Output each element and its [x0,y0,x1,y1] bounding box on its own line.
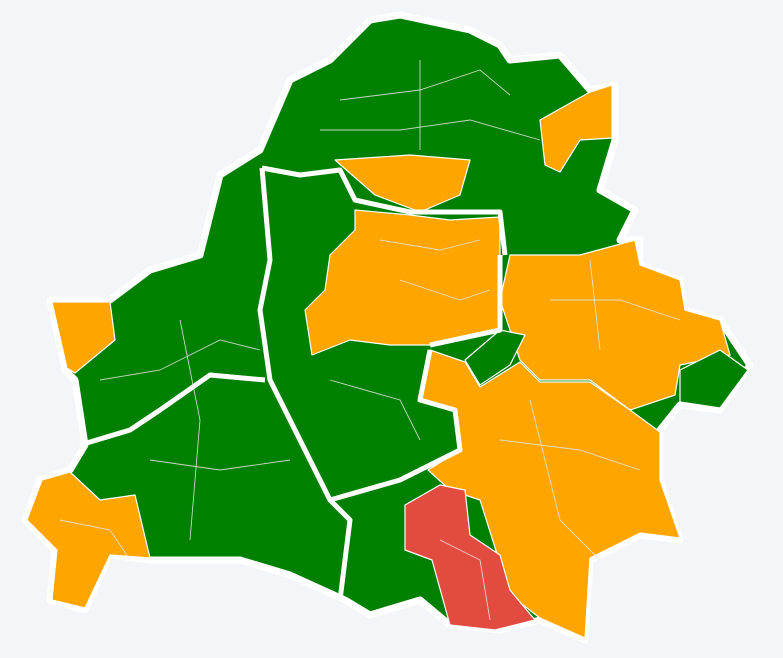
oblast-border [329,349,463,503]
region-green-mogilev-east[interactable] [679,349,749,409]
oblast-border [257,167,353,601]
region-orange-vitebsk-south[interactable] [334,154,471,213]
region-green-center-small[interactable] [464,329,526,386]
region-orange-minsk-east[interactable] [304,209,501,356]
district-lines [59,60,681,621]
oblast-border [261,165,508,256]
oblast-border [79,372,266,448]
oblast-border [429,255,503,348]
region-red-gomel-south[interactable] [404,484,536,631]
region-orange-brest-west[interactable] [26,471,151,609]
region-orange-grodno-northwest[interactable] [51,301,116,374]
region-orange-vitebsk-northeast[interactable] [539,84,613,173]
